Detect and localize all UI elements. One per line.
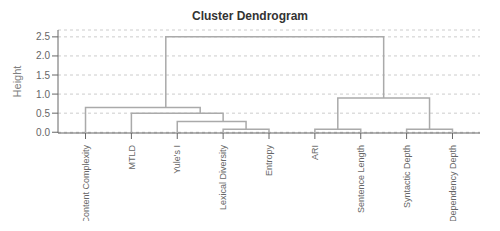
svg-text:Lexical Diversity: Lexical Diversity [218,145,228,211]
html-text:Cluster Dendrogram: Cluster Dendrogram [192,9,308,23]
svg-text:Yule's I: Yule's I [172,145,182,174]
svg-text:0.5: 0.5 [36,108,50,119]
svg-text:Height: Height [11,66,23,98]
svg-text:0.0: 0.0 [36,127,50,138]
svg-text:2.0: 2.0 [36,50,50,61]
svg-text:1.0: 1.0 [36,89,50,100]
svg-text:Syntactic Depth: Syntactic Depth [402,145,412,208]
svg-text:Sentence Length: Sentence Length [356,145,366,213]
svg-text:Entropy: Entropy [264,145,274,177]
svg-text:Dependency Depth: Dependency Depth [448,145,458,221]
svg-text:MTLD: MTLD [127,145,137,170]
svg-text:Content Complexity: Content Complexity [81,145,91,221]
svg-text:ARI: ARI [310,145,320,160]
svg-text:2.5: 2.5 [36,31,50,42]
svg-text:1.5: 1.5 [36,70,50,81]
